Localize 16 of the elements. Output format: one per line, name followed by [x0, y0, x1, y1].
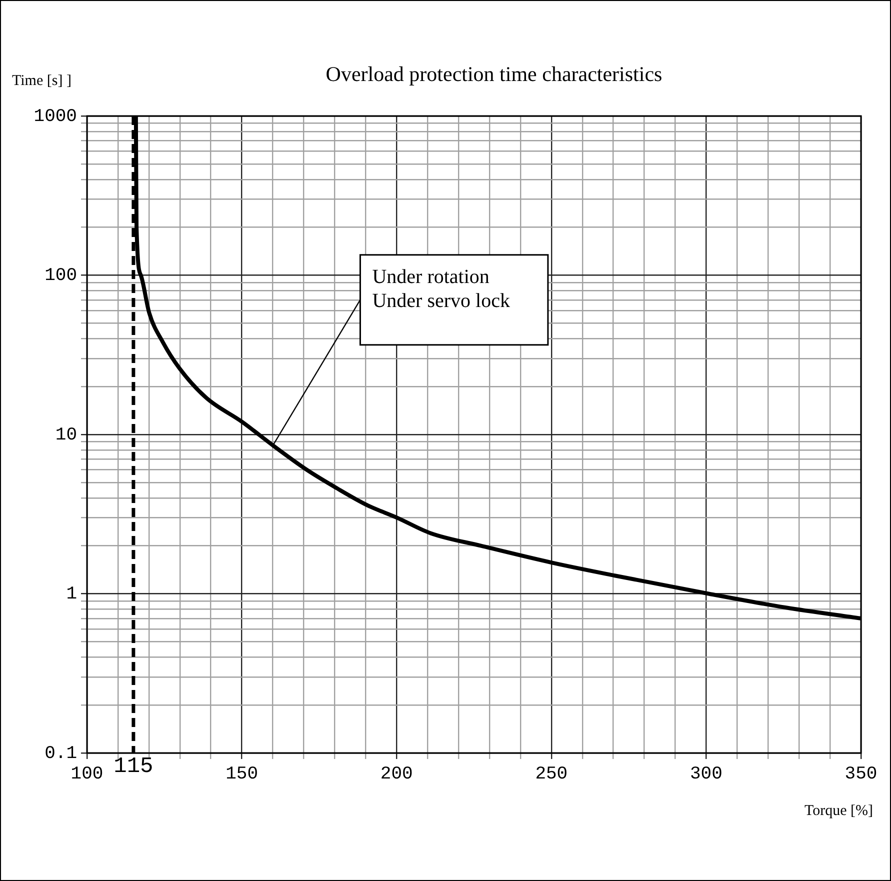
y-tick-label: 0.1 [44, 744, 77, 764]
x-tick-label: 100 [70, 764, 104, 785]
x-tick-label: 300 [690, 764, 722, 785]
x-axis-title: Torque [%] [804, 803, 873, 819]
y-tick-label: 1 [66, 584, 77, 605]
chart-title: Overload protection time characteristics [326, 62, 662, 86]
x-tick-label: 200 [380, 764, 413, 785]
ref-line-label: 115 [114, 754, 154, 779]
y-tick-label: 1000 [34, 106, 77, 127]
y-tick-label: 10 [55, 425, 77, 446]
x-tick-label: 250 [535, 764, 568, 785]
y-tick-label: 100 [44, 266, 77, 286]
x-tick-label: 150 [226, 764, 258, 785]
annotation: Under rotation Under servo lock [372, 266, 510, 312]
x-tick-label: 350 [844, 764, 878, 785]
y-axis-title: Time [s] ] [12, 73, 72, 89]
